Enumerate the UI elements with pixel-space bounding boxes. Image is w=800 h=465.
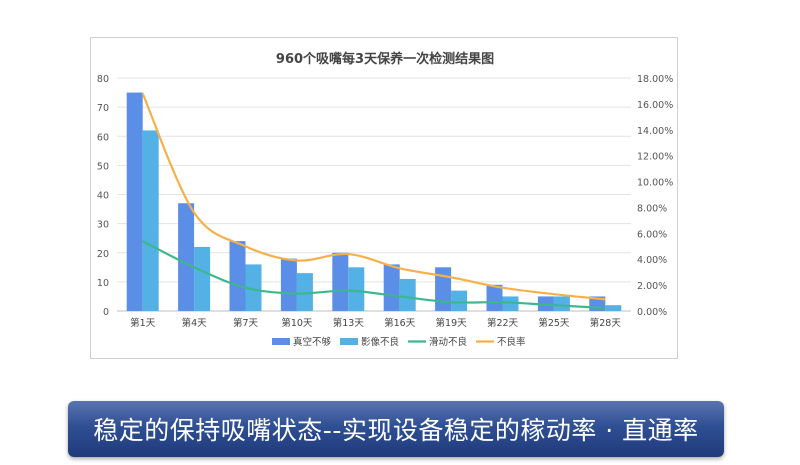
legend-swatch-1 [340, 338, 358, 345]
bar-0-7 [486, 284, 503, 311]
x-tick-label: 第10天 [281, 317, 313, 329]
line-series-2 [142, 240, 606, 310]
bar-0-5 [383, 264, 400, 311]
bar-1-1 [194, 246, 211, 311]
x-tick-label: 第1天 [130, 317, 156, 329]
chart-svg: 960个吸嘴每3天保养一次检测结果图 0 10 20 30 40 50 60 70 80 0.0… [97, 51, 673, 348]
right-tick-label: 8.00% [637, 203, 667, 214]
right-tick-label: 0.00% [637, 307, 667, 318]
left-y-axis: 0 10 20 30 40 50 60 70 80 [97, 74, 109, 318]
x-tick-label: 第28天 [590, 317, 622, 329]
chart-title: 960个吸嘴每3天保养一次检测结果图 [276, 51, 494, 67]
line-series-3 [141, 93, 606, 301]
slogan-banner: 稳定的保持吸嘴状态--实现设备稳定的稼动率 · 直通率 [68, 401, 724, 457]
left-tick-label: 60 [97, 132, 109, 143]
x-tick-label: 第16天 [384, 317, 416, 329]
legend-label-0: 真空不够 [293, 336, 332, 348]
bar-1-4 [348, 267, 365, 311]
bar-1-9 [605, 305, 622, 311]
bar-0-0 [126, 92, 143, 311]
left-tick-label: 20 [97, 249, 109, 260]
right-tick-label: 4.00% [637, 255, 667, 266]
x-tick-label: 第19天 [436, 317, 468, 329]
bar-0-3 [280, 258, 297, 311]
line-series [141, 93, 606, 310]
left-tick-label: 0 [103, 307, 109, 318]
x-tick-label: 第25天 [538, 317, 570, 329]
bar-series [126, 92, 622, 311]
left-tick-label: 30 [97, 220, 109, 231]
legend-label-3: 不良率 [497, 336, 526, 348]
right-tick-label: 2.00% [637, 281, 667, 292]
bar-0-1 [178, 203, 195, 311]
bar-1-2 [245, 264, 262, 311]
left-tick-label: 10 [97, 278, 109, 289]
left-tick-label: 80 [97, 74, 109, 85]
legend-label-2: 滑动不良 [429, 336, 468, 348]
x-tick-label: 第4天 [182, 317, 208, 329]
x-tick-label: 第13天 [333, 317, 365, 329]
bar-0-2 [229, 241, 246, 311]
x-axis: 第1天 第4天 第7天 第10天 第13天 第16天 第19天 第22天 第25天 第28天 [130, 317, 621, 329]
x-tick-label: 第22天 [487, 317, 519, 329]
right-tick-label: 18.00% [637, 74, 673, 85]
legend-label-1: 影像不良 [361, 336, 400, 348]
bar-1-7 [502, 296, 519, 311]
legend: 真空不够 影像不良 滑动不良 不良率 [272, 336, 526, 348]
left-tick-label: 40 [97, 191, 109, 202]
x-tick-label: 第7天 [233, 317, 259, 329]
bar-0-6 [435, 267, 452, 311]
bar-0-4 [332, 252, 349, 311]
right-tick-label: 6.00% [637, 229, 667, 240]
right-tick-label: 12.00% [637, 152, 673, 163]
bar-1-6 [451, 290, 468, 311]
right-y-axis: 0.00% 2.00% 4.00% 6.00% 8.00% 10.00% 12.00% 14.… [637, 74, 673, 318]
legend-swatch-0 [272, 338, 290, 345]
left-tick-label: 50 [97, 161, 109, 172]
bar-1-0 [142, 130, 159, 311]
right-tick-label: 16.00% [637, 100, 673, 111]
slogan-text: 稳定的保持吸嘴状态--实现设备稳定的稼动率 · 直通率 [93, 416, 699, 445]
bar-1-5 [399, 278, 416, 311]
chart-panel: 960个吸嘴每3天保养一次检测结果图 0 10 20 30 40 50 60 70 80 0.0… [90, 37, 678, 359]
bar-1-3 [296, 273, 313, 311]
right-tick-label: 10.00% [637, 178, 673, 189]
right-tick-label: 14.00% [637, 126, 673, 137]
left-tick-label: 70 [97, 103, 109, 114]
bar-1-8 [553, 296, 570, 311]
